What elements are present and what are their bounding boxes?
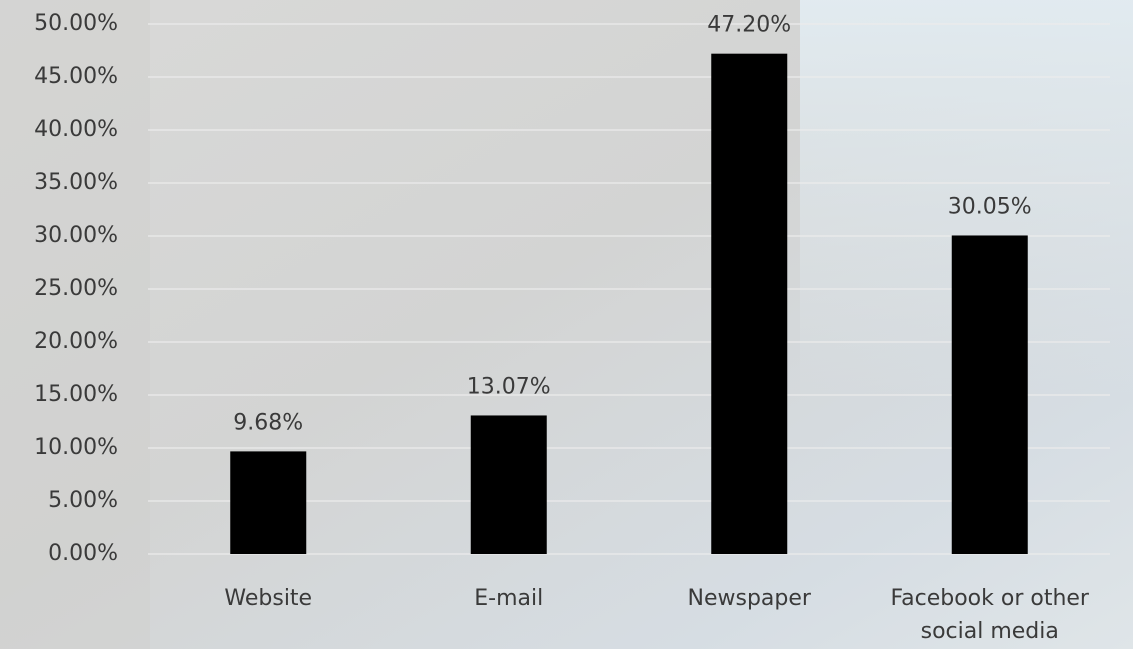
y-tick-label: 40.00% [34, 117, 118, 142]
value-label: 47.20% [707, 13, 791, 38]
x-tick-label: Facebook or other social media [891, 586, 1090, 644]
y-tick-label: 45.00% [34, 64, 118, 89]
y-tick-label: 20.00% [34, 329, 118, 354]
x-tick-label: Newspaper [688, 586, 812, 611]
y-tick-label: 0.00% [48, 541, 118, 566]
bar [711, 53, 788, 555]
y-tick-label: 30.00% [34, 223, 118, 248]
value-label: 9.68% [233, 410, 303, 435]
value-label: 30.05% [948, 194, 1032, 219]
x-tick-label: Website [224, 586, 312, 611]
x-tick-label: E-mail [474, 586, 543, 611]
background-shade [0, 0, 150, 649]
bar [230, 451, 307, 554]
y-tick-label: 15.00% [34, 382, 118, 407]
y-tick-label: 35.00% [34, 170, 118, 195]
y-tick-label: 10.00% [34, 435, 118, 460]
bar [470, 415, 547, 554]
y-tick-label: 25.00% [34, 276, 118, 301]
y-tick-label: 5.00% [48, 488, 118, 513]
value-label: 13.07% [467, 374, 551, 399]
bar [951, 235, 1028, 554]
y-tick-label: 50.00% [34, 11, 118, 36]
